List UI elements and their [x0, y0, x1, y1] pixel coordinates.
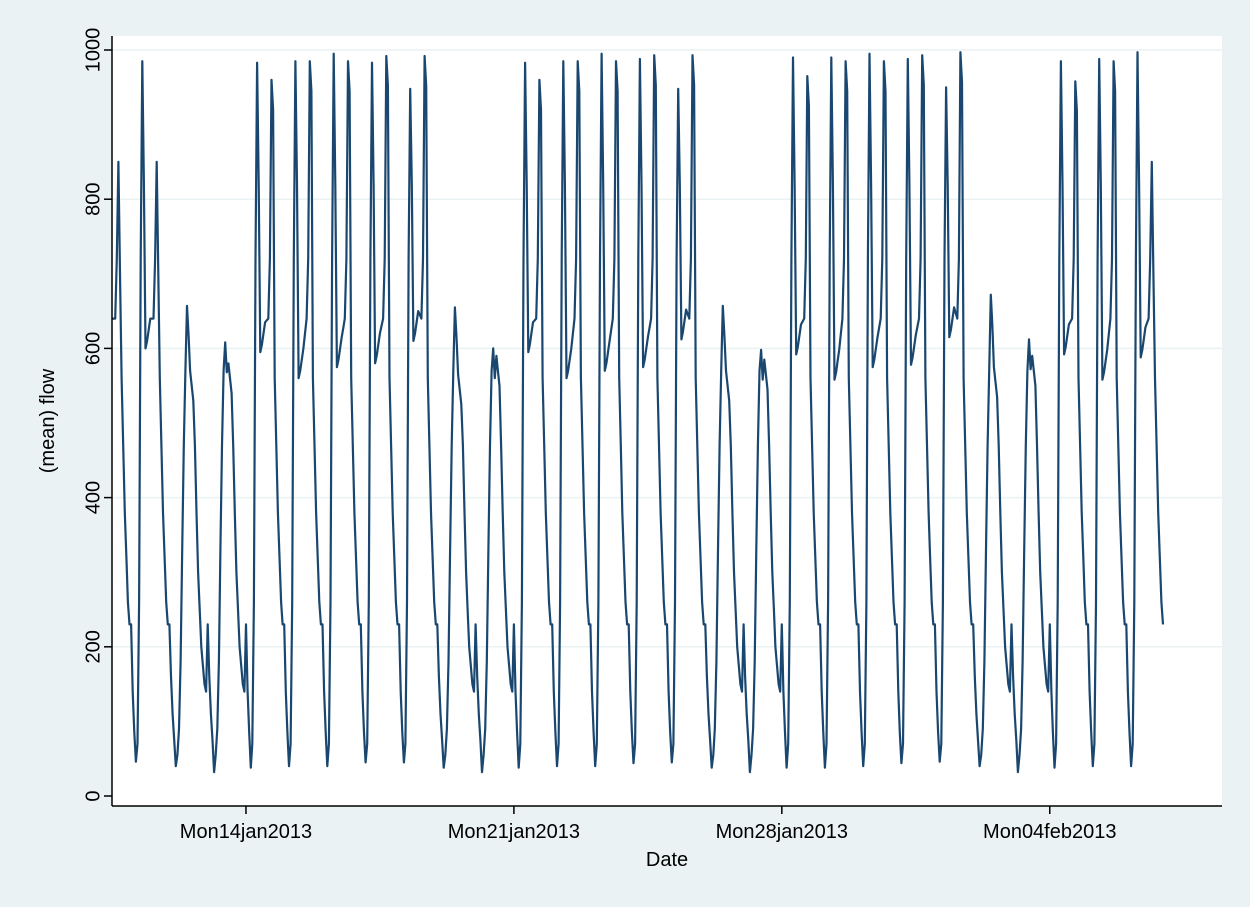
- x-axis-title: Date: [646, 849, 688, 871]
- y-tick-label: 600: [82, 332, 104, 365]
- y-tick-label: 800: [82, 183, 104, 216]
- x-tick-label: Mon21jan2013: [448, 821, 580, 843]
- y-tick-label: 400: [82, 481, 104, 514]
- plot-area-background: [112, 36, 1222, 806]
- series-line-mean-flow: [112, 51, 1165, 774]
- y-tick-label: 200: [82, 630, 104, 663]
- x-tick-label: Mon04feb2013: [983, 821, 1116, 843]
- y-tick-label: 0: [82, 790, 104, 801]
- y-axis-title: (mean) flow: [37, 368, 59, 473]
- axes: 0 200 400 600 800 1000 Mon14jan2013 Mon21jan201…: [82, 28, 1222, 843]
- x-tick-label: Mon28jan2013: [716, 821, 848, 843]
- series-layer: [112, 51, 1165, 774]
- y-tick-label: 1000: [82, 28, 104, 73]
- x-tick-label: Mon14jan2013: [180, 821, 312, 843]
